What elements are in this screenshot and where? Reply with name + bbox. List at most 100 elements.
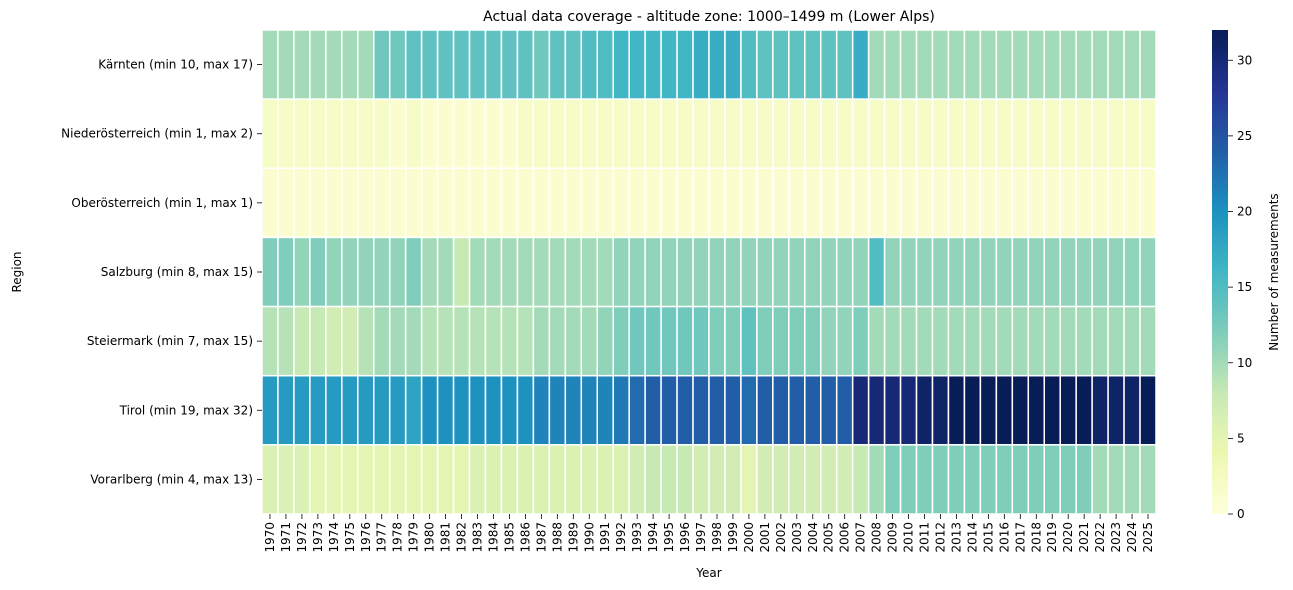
heatmap-cell: [1139, 167, 1157, 239]
heatmap-cell: [899, 236, 918, 308]
heatmap-cell: [995, 167, 1014, 239]
x-tick-label: 2010: [902, 522, 916, 553]
heatmap-cell: [325, 98, 343, 170]
heatmap-cell: [851, 29, 870, 100]
heatmap-cell: [277, 167, 295, 239]
heatmap-cell: [580, 98, 598, 170]
x-tick-label: 1976: [359, 522, 373, 553]
heatmap-cell: [548, 236, 567, 308]
heatmap-cell: [660, 29, 678, 100]
heatmap-cell: [947, 374, 966, 446]
x-tick-label: 2017: [1013, 522, 1027, 553]
heatmap-cell: [979, 444, 998, 515]
x-tick-label: 1993: [630, 522, 644, 553]
heatmap-cell: [1123, 29, 1141, 100]
x-tick-label: 2021: [1077, 522, 1091, 553]
heatmap-cell: [835, 374, 854, 446]
heatmap-cell: [484, 374, 503, 446]
heatmap-cell: [1123, 167, 1141, 239]
heatmap-cell: [500, 305, 519, 377]
heatmap-cell: [277, 305, 295, 377]
heatmap-cell: [915, 29, 934, 100]
heatmap-cell: [596, 167, 614, 239]
heatmap-cell: [1027, 167, 1046, 239]
heatmap-cell: [724, 444, 742, 515]
heatmap-cell: [676, 374, 694, 446]
heatmap-cell: [564, 236, 583, 308]
heatmap-cell: [979, 167, 998, 239]
heatmap-cell: [1075, 236, 1093, 308]
heatmap-cell: [979, 236, 998, 308]
x-tick-label: 1985: [502, 522, 516, 553]
heatmap-cell: [373, 374, 391, 446]
heatmap-cell: [628, 236, 646, 308]
heatmap-cell: [484, 29, 503, 100]
heatmap-cell: [947, 305, 966, 377]
heatmap-cell: [820, 29, 838, 100]
heatmap-cell: [899, 305, 918, 377]
heatmap-cell: [851, 98, 870, 170]
x-tick-label: 2012: [933, 522, 947, 553]
heatmap-cell: [612, 29, 630, 100]
heatmap-cell: [500, 444, 519, 515]
heatmap-cell: [883, 236, 902, 308]
heatmap-cell: [772, 444, 790, 515]
heatmap-cell: [404, 98, 423, 170]
heatmap-cell: [1139, 305, 1157, 377]
heatmap-cell: [1059, 98, 1077, 170]
y-tick-label: Salzburg (min 8, max 15): [101, 265, 253, 279]
heatmap-cell: [436, 444, 455, 515]
heatmap-cell: [420, 98, 439, 170]
y-tick-label: Vorarlberg (min 4, max 13): [90, 472, 253, 486]
heatmap-cell: [468, 167, 487, 239]
heatmap-cell: [676, 167, 694, 239]
heatmap-cell: [1027, 444, 1046, 515]
heatmap-cell: [420, 305, 439, 377]
heatmap-cell: [612, 444, 630, 515]
heatmap-cell: [1139, 444, 1157, 515]
heatmap-cell: [931, 374, 950, 446]
heatmap-cell: [468, 444, 487, 515]
heatmap-cell: [341, 374, 359, 446]
x-tick-label: 1999: [726, 522, 740, 553]
heatmap-cell: [596, 98, 614, 170]
heatmap-cell: [995, 98, 1014, 170]
heatmap-cell: [548, 167, 567, 239]
heatmap-cell: [436, 305, 455, 377]
heatmap-cell: [963, 98, 982, 170]
colorbar-tick-label: 25: [1237, 129, 1252, 143]
x-tick-labels: 1970 1971 1972 1973 1974 1975 1976 1977 1978 1979…: [263, 514, 1155, 553]
heatmap-cell: [309, 29, 327, 100]
heatmap-cell: [644, 236, 662, 308]
heatmap-cell: [772, 29, 790, 100]
heatmap-cell: [388, 98, 407, 170]
heatmap-cell: [1027, 374, 1046, 446]
heatmap-cell: [373, 98, 391, 170]
heatmap-cell: [963, 167, 982, 239]
heatmap-cell: [261, 305, 279, 377]
heatmap-cell: [388, 374, 407, 446]
heatmap-cell: [1027, 305, 1046, 377]
x-tick-label: 1980: [423, 522, 437, 553]
heatmap-cell: [1011, 29, 1030, 100]
heatmap-cell: [484, 236, 503, 308]
x-tick-label: 1971: [279, 522, 293, 553]
heatmap-cell: [963, 29, 982, 100]
heatmap-cell: [468, 98, 487, 170]
colorbar-label: Number of measurements: [1267, 193, 1281, 350]
heatmap-cell: [261, 167, 279, 239]
heatmap-cell: [995, 305, 1014, 377]
heatmap-cell: [1011, 98, 1030, 170]
x-tick-label: 2007: [854, 522, 868, 553]
heatmap-cell: [835, 236, 854, 308]
heatmap-cell: [851, 167, 870, 239]
heatmap-cell: [660, 167, 678, 239]
heatmap-cell: [341, 167, 359, 239]
heatmap-cell: [915, 444, 934, 515]
heatmap-cell: [532, 236, 551, 308]
heatmap-cell: [676, 305, 694, 377]
x-tick-label: 1987: [534, 522, 548, 553]
x-tick-label: 2002: [774, 522, 788, 553]
x-tick-label: 2000: [742, 522, 756, 553]
heatmap-cell: [309, 236, 327, 308]
